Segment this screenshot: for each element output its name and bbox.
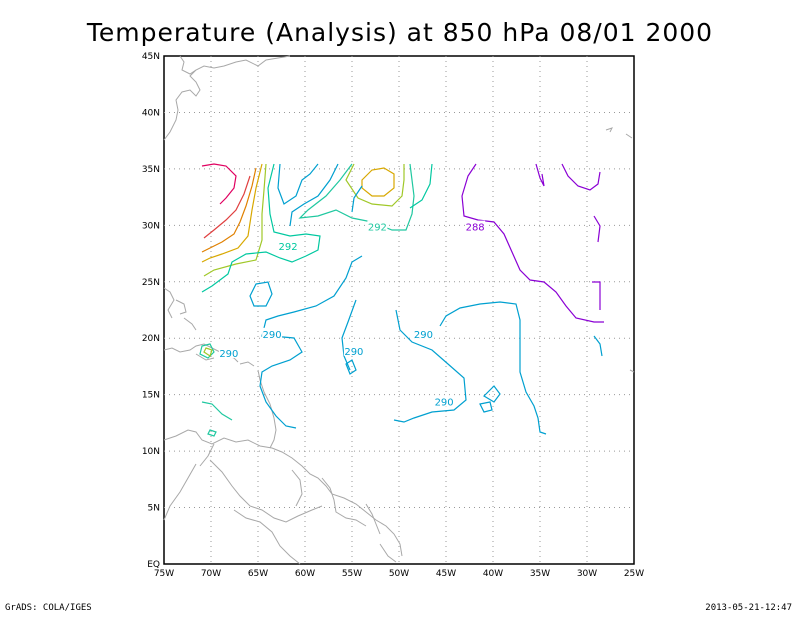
- lon-tick-label: 25W: [624, 569, 644, 579]
- lon-tick-label: 60W: [295, 569, 315, 579]
- contour-label: 288: [466, 223, 485, 234]
- lat-tick-label: 25N: [142, 278, 160, 288]
- lat-tick-label: 10N: [142, 447, 160, 457]
- lon-tick-label: 30W: [577, 569, 597, 579]
- contour-label-bg: [343, 344, 364, 356]
- latitude-labels: EQ 5N 10N 15N 20N 25N 30N 35N 40N 45N: [142, 52, 160, 570]
- contour-label: 290: [219, 349, 238, 360]
- gridlines: [164, 56, 634, 564]
- contour-label: 290: [263, 330, 282, 341]
- contour-label-bg: [367, 220, 388, 232]
- contour-label-bg: [262, 327, 283, 339]
- lat-tick-label: 15N: [142, 391, 160, 401]
- lat-tick-label: 20N: [142, 334, 160, 344]
- lat-tick-label: 30N: [142, 221, 160, 231]
- lon-tick-label: 55W: [342, 569, 362, 579]
- contour-label: 290: [414, 330, 433, 341]
- contour-label: 292: [368, 223, 387, 234]
- footer-credit: GrADS: COLA/IGES: [5, 603, 92, 613]
- contour-label-bg: [278, 239, 299, 251]
- lat-tick-label: EQ: [147, 560, 160, 570]
- lat-tick-label: 40N: [142, 108, 160, 118]
- contour-label: 292: [279, 242, 298, 253]
- lat-tick-label: 35N: [142, 165, 160, 175]
- contour-labels: 292 292 288 290 290 290 290 290: [218, 220, 486, 409]
- lon-tick-label: 65W: [248, 569, 268, 579]
- coastlines: [163, 55, 635, 565]
- lat-tick-label: 5N: [148, 504, 160, 514]
- plot-frame: [163, 55, 635, 565]
- contour-label: 290: [435, 398, 454, 409]
- contours: [199, 163, 604, 437]
- contour-label-bg: [434, 395, 455, 407]
- contour-label-bg: [465, 220, 486, 232]
- contour-label-bg: [413, 327, 434, 339]
- lon-tick-label: 75W: [154, 569, 174, 579]
- lat-tick-label: 45N: [142, 52, 160, 62]
- contour-label: 290: [344, 347, 363, 358]
- lon-tick-label: 45W: [436, 569, 456, 579]
- map-title: Temperature (Analysis) at 850 hPa 08/01 …: [86, 18, 714, 47]
- footer-timestamp: 2013-05-21-12:47: [705, 603, 792, 613]
- lon-tick-label: 70W: [201, 569, 221, 579]
- lon-tick-label: 40W: [483, 569, 503, 579]
- longitude-labels: 75W 70W 65W 60W 55W 50W 45W 40W 35W 30W 25W: [154, 569, 644, 579]
- lon-tick-label: 35W: [530, 569, 550, 579]
- lon-tick-label: 50W: [389, 569, 409, 579]
- contour-label-bg: [218, 347, 239, 359]
